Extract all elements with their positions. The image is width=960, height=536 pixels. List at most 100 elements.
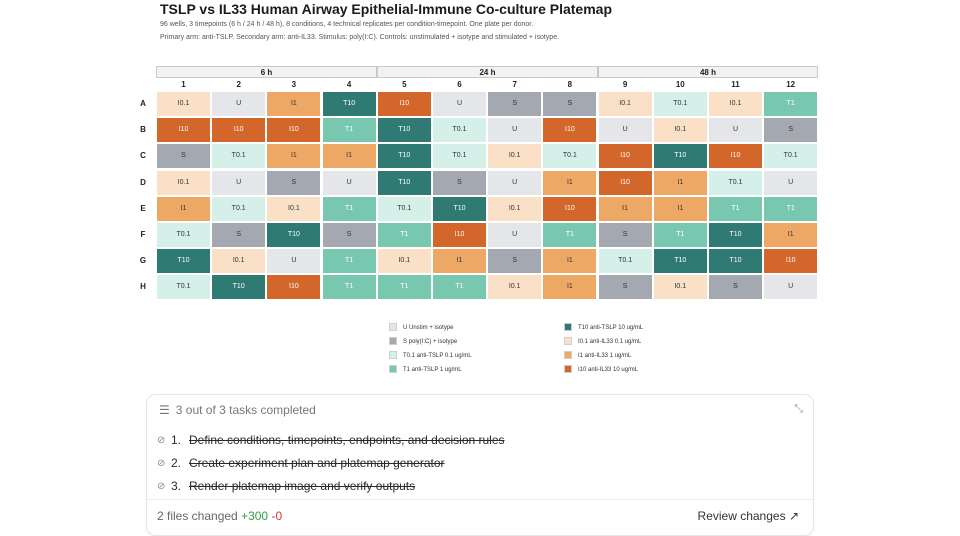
well-H11: S [708,274,763,301]
well-A1: I0.1 [156,91,211,117]
check-circle-icon: ⊘ [157,480,166,492]
well-E11: T1 [708,195,763,222]
well-B12: S [763,117,819,144]
row-label-F: F [140,230,146,239]
well-C12: T0.1 [763,143,819,170]
well-C2: T0.1 [211,143,267,170]
well-G10: T10 [652,248,708,275]
well-G3: U [266,248,322,275]
column-label-12: 12 [786,80,796,89]
task-summary: 3 out of 3 tasks completed [175,403,316,417]
well-A9: I0.1 [597,91,653,117]
well-H10: I0.1 [652,274,708,301]
well-E4: T1 [321,195,377,222]
column-label-10: 10 [675,80,685,89]
well-A11: I0.1 [708,91,763,117]
well-G4: T1 [321,248,377,275]
column-label-3: 3 [291,80,297,89]
well-C5: T10 [376,143,432,170]
well-F5: T1 [376,222,432,248]
legend-item-I10: I10 anti-IL33 10 ug/mL [564,365,638,375]
well-B8: I10 [542,117,598,144]
well-H12: U [763,274,819,301]
column-label-4: 4 [346,80,352,89]
well-C10: T10 [652,143,708,170]
legend-item-T0_1: T0.1 anti-TSLP 0.1 ug/mL [389,351,472,361]
well-C8: T0.1 [542,143,598,170]
well-F10: T1 [652,222,708,248]
well-A3: I1 [266,91,322,117]
well-H1: T0.1 [156,274,211,301]
task-item-3: ⊘ 3. Render platemap image and verify ou… [157,479,415,493]
timepoint-48h: 48 h [598,66,818,78]
well-B7: U [487,117,543,144]
legend-swatch [389,323,397,332]
well-F6: I10 [432,222,487,248]
well-G8: I1 [542,248,598,275]
plate-subtitle-1: 96 wells, 3 timepoints (6 h / 24 h / 48 … [160,21,534,28]
task-panel: ☰ 3 out of 3 tasks completed ⤡ ⊘ 1. Defi… [146,394,814,536]
well-F12: I1 [763,222,819,248]
well-F1: T0.1 [156,222,211,248]
well-A4: T10 [321,91,377,117]
well-B10: I0.1 [652,117,708,144]
legend-item-U: U Unstim + isotype [389,323,454,333]
well-G2: I0.1 [211,248,267,275]
well-B9: U [597,117,653,144]
column-label-6: 6 [457,80,462,89]
review-changes-button[interactable]: Review changes ↗ [698,509,799,523]
check-circle-icon: ⊘ [157,434,166,446]
well-G1: T10 [156,248,211,275]
well-E3: I0.1 [266,195,322,222]
collapse-icon[interactable]: ⤡ [794,403,803,415]
well-D6: S [432,169,487,196]
row-label-D: D [140,177,146,187]
column-label-2: 2 [236,80,241,89]
legend-label: T1 anti-TSLP 1 ug/mL [403,367,462,373]
legend-swatch [564,365,572,374]
well-C3: I1 [266,143,322,170]
task-item-1: ⊘ 1. Define conditions, timepoints, endp… [157,433,505,447]
well-D11: T0.1 [708,169,763,196]
well-H5: T1 [376,274,432,301]
well-D4: U [321,169,377,196]
row-label-E: E [140,203,146,213]
well-H9: S [597,274,653,301]
timepoint-24h: 24 h [377,66,598,78]
well-G6: I1 [432,248,487,275]
column-label-1: 1 [181,80,186,89]
legend-label: I10 anti-IL33 10 ug/mL [578,367,639,373]
row-label-C: C [140,151,146,161]
well-B1: I10 [156,117,211,144]
well-D8: I1 [542,169,598,196]
legend-swatch [564,337,572,346]
row-label-H: H [140,282,146,292]
legend-item-S: S poly(I:C) + isotype [389,337,457,347]
column-label-7: 7 [512,80,517,89]
well-E8: I10 [542,195,598,222]
column-label-8: 8 [567,80,573,89]
deletions-count: -0 [271,509,283,523]
legend-label: U Unstim + isotype [403,325,454,331]
well-F9: S [597,222,653,248]
well-B5: T10 [376,117,432,144]
column-label-11: 11 [731,80,740,89]
task-number: 3. [171,479,182,493]
legend-label: T10 anti-TSLP 10 ug/mL [578,325,644,331]
well-D12: U [763,169,819,196]
task-number: 1. [171,433,182,447]
row-label-B: B [140,125,146,135]
legend-swatch [564,351,572,360]
plate-title: TSLP vs IL33 Human Airway Epithelial-Imm… [160,1,612,17]
legend-item-I1: I1 anti-IL33 1 ug/mL [564,351,631,361]
well-A5: I10 [376,91,432,117]
legend-item-T10: T10 anti-TSLP 10 ug/mL [564,323,643,333]
well-A12: T1 [763,91,819,117]
well-D1: I0.1 [156,169,211,196]
well-A6: U [432,91,487,117]
well-B4: T1 [321,117,377,144]
well-C1: S [156,143,211,170]
checklist-icon: ☰ [159,403,170,417]
well-B3: I10 [266,117,322,144]
legend-label: I1 anti-IL33 1 ug/mL [578,353,632,359]
